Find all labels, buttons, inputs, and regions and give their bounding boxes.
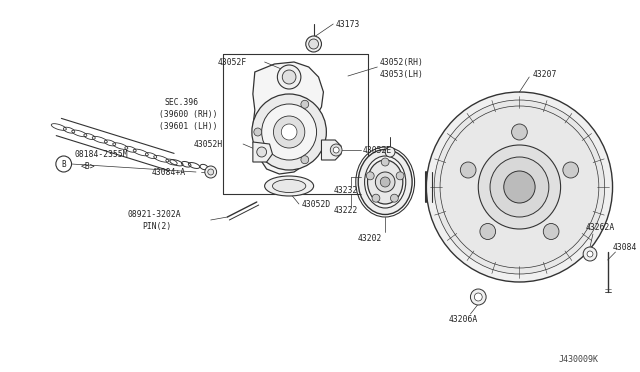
Circle shape [490,157,549,217]
Text: SEC.396: SEC.396 [164,97,199,106]
Ellipse shape [367,160,403,204]
Circle shape [583,247,597,261]
Circle shape [470,289,486,305]
Circle shape [282,124,297,140]
Text: 43052F: 43052F [218,58,247,67]
Ellipse shape [264,176,314,196]
Circle shape [474,293,482,301]
Circle shape [205,166,216,178]
Circle shape [257,147,267,157]
Polygon shape [321,140,341,160]
Circle shape [511,124,527,140]
Circle shape [478,145,561,229]
Text: 43052H: 43052H [194,140,223,148]
Text: 08184-2355M: 08184-2355M [74,150,128,158]
Circle shape [543,224,559,240]
Circle shape [372,194,380,202]
Circle shape [330,144,342,156]
Text: 43052E: 43052E [363,145,392,154]
Text: PIN(2): PIN(2) [142,221,172,231]
Text: 43053(LH): 43053(LH) [380,70,423,78]
Circle shape [587,251,593,257]
Circle shape [460,162,476,178]
Polygon shape [253,62,323,174]
Circle shape [252,94,326,170]
Circle shape [301,100,308,108]
Circle shape [306,36,321,52]
Circle shape [282,70,296,84]
Text: 43202: 43202 [358,234,382,243]
Circle shape [308,39,319,49]
Circle shape [434,100,605,274]
Text: 43206A: 43206A [449,315,478,324]
Circle shape [273,116,305,148]
Ellipse shape [358,150,412,215]
Circle shape [396,172,404,180]
Circle shape [390,194,398,202]
Circle shape [426,92,612,282]
Circle shape [380,177,390,187]
Circle shape [333,147,339,153]
Text: 43262A: 43262A [586,222,615,231]
Text: 43084+A: 43084+A [152,167,186,176]
Circle shape [563,162,579,178]
Text: 43084: 43084 [612,243,637,251]
Circle shape [385,147,395,157]
Text: 43222: 43222 [333,205,358,215]
Text: 43207: 43207 [532,70,557,78]
Polygon shape [253,142,273,162]
Text: 43232: 43232 [333,186,358,195]
Circle shape [480,224,495,240]
Text: J430009K: J430009K [559,356,598,365]
Text: 43052(RH): 43052(RH) [380,58,423,67]
Circle shape [208,169,214,175]
Text: 43173: 43173 [335,19,360,29]
Circle shape [504,171,535,203]
Circle shape [381,158,389,166]
Ellipse shape [365,156,406,208]
Ellipse shape [273,180,306,192]
Circle shape [366,172,374,180]
Text: B: B [61,160,66,169]
Text: (39601 (LH)): (39601 (LH)) [159,122,217,131]
Circle shape [301,156,308,164]
Text: (39600 (RH)): (39600 (RH)) [159,109,217,119]
Circle shape [262,104,317,160]
Text: 43052D: 43052D [302,199,331,208]
Text: 08921-3202A: 08921-3202A [127,209,181,218]
Text: <B>: <B> [81,161,95,170]
Circle shape [254,128,262,136]
Circle shape [277,65,301,89]
Circle shape [376,172,395,192]
